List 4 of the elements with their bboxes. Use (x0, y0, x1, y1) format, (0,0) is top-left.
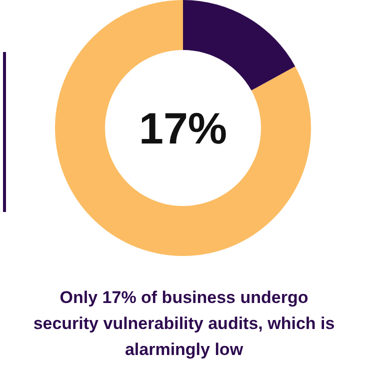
text: Only 17% of business undergo security vulnerability audits, which is alarmingly low (33, 288, 335, 359)
donut-slice (55, 0, 311, 256)
donut-slice (183, 0, 296, 90)
text: 17% (138, 104, 228, 154)
